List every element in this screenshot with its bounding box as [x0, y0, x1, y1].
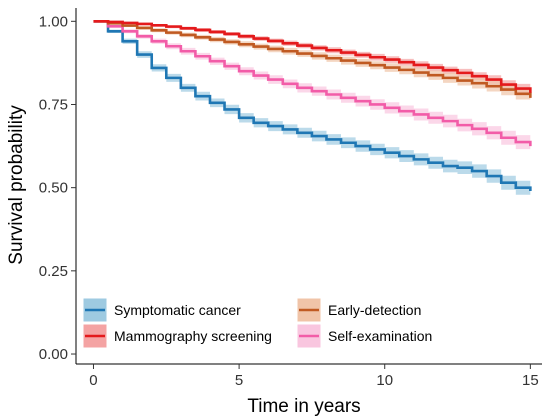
y-axis-title: Survival probability — [6, 105, 27, 265]
band-symptomatic-cancer — [93, 21, 531, 199]
legend-item-self-examination: Self-examination — [297, 324, 432, 348]
y-tick-label: 0.25 — [39, 263, 68, 280]
x-tick-label: 15 — [522, 372, 539, 389]
legend-item-mammography-screening: Mammography screening — [83, 324, 272, 348]
x-tick-label: 10 — [376, 372, 393, 389]
legend-label: Symptomatic cancer — [114, 302, 241, 318]
survival-lines — [93, 20, 532, 191]
line-self-examination — [93, 20, 532, 147]
legend-item-symptomatic-cancer: Symptomatic cancer — [83, 298, 241, 322]
line-symptomatic-cancer — [93, 20, 532, 191]
y-tick-label: 0.75 — [39, 96, 68, 113]
legend-label: Early-detection — [328, 302, 421, 318]
legend-label: Self-examination — [328, 328, 432, 344]
y-tick-label: 0.00 — [39, 346, 68, 363]
x-tick-label: 0 — [89, 372, 97, 389]
legend-item-early-detection: Early-detection — [297, 298, 421, 322]
x-axis-title: Time in years — [247, 396, 360, 417]
line-mammography-screening — [93, 20, 532, 93]
y-tick-label: 1.00 — [39, 13, 68, 30]
y-tick-label: 0.50 — [39, 180, 68, 197]
x-tick-label: 5 — [235, 372, 243, 389]
y-axis-ticks: 0.00 0.25 0.50 0.75 1.00 — [39, 13, 76, 363]
legend-label: Mammography screening — [114, 328, 272, 344]
line-early-detection — [93, 20, 532, 98]
x-axis-ticks: 0 5 10 15 — [89, 364, 539, 389]
legend: Symptomatic cancer Early-detection Mammogr… — [83, 298, 432, 348]
